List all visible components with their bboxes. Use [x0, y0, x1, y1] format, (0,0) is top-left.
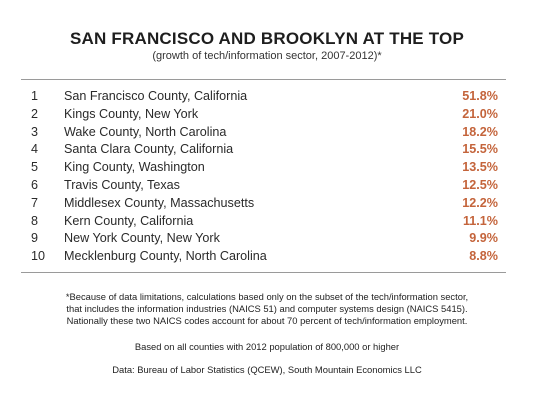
source-note: Data: Bureau of Labor Statistics (QCEW),…	[112, 364, 422, 375]
rank-label: 5	[31, 160, 39, 175]
footnote-line: *Because of data limitations, calculatio…	[65, 291, 469, 302]
county-label: Travis County, Texas	[64, 177, 180, 192]
rank-label: 9	[31, 231, 39, 246]
county-label: King County, Washington	[64, 160, 205, 175]
growth-value: 12.5%	[462, 177, 498, 192]
footnote-line: that includes the information industries…	[66, 303, 468, 314]
county-label: Mecklenburg County, North Carolina	[64, 249, 267, 264]
table-row: 3 Wake County, North Carolina 18.2%	[0, 124, 534, 142]
growth-value: 9.9%	[469, 231, 498, 246]
county-label: Santa Clara County, California	[64, 142, 234, 157]
growth-value: 51.8%	[462, 89, 498, 103]
growth-value: 12.2%	[462, 195, 498, 210]
table-row: 9 New York County, New York 9.9%	[0, 230, 534, 248]
county-label: San Francisco County, California	[64, 89, 248, 103]
rank-label: 2	[31, 106, 39, 121]
rank-label: 1	[31, 89, 39, 103]
rank-label: 10	[31, 249, 46, 264]
bottom-rule	[21, 272, 506, 273]
table-row: 5 King County, Washington 13.5%	[0, 159, 534, 177]
growth-value: 15.5%	[462, 142, 498, 157]
table-row: 7 Middlesex County, Massachusetts 12.2%	[0, 195, 534, 213]
table-row: 4 Santa Clara County, California 15.5%	[0, 141, 534, 159]
growth-value: 18.2%	[462, 124, 498, 139]
chart-title: SAN FRANCISCO AND BROOKLYN AT THE TOP	[69, 29, 464, 48]
table-row: 1 San Francisco County, California 51.8%	[0, 88, 534, 106]
rank-label: 8	[31, 213, 39, 228]
basis-note: Based on all counties with 2012 populati…	[134, 341, 400, 352]
county-label: Middlesex County, Massachusetts	[64, 195, 255, 210]
growth-value: 13.5%	[462, 160, 498, 175]
rank-label: 4	[31, 142, 39, 157]
growth-value: 11.1%	[462, 213, 498, 228]
footnote: *Because of data limitations, calculatio…	[0, 291, 534, 327]
rank-label: 6	[31, 177, 39, 192]
rank-label: 7	[31, 195, 39, 210]
footnote-line: Nationally these two NAICS codes account…	[66, 315, 468, 326]
county-label: Kern County, California	[64, 213, 194, 228]
table-row: 8 Kern County, California 11.1%	[0, 213, 534, 231]
top-rule	[21, 79, 506, 80]
table-row: 2 Kings County, New York 21.0%	[0, 106, 534, 124]
rank-label: 3	[31, 124, 39, 139]
chart-subtitle: (growth of tech/information sector, 2007…	[152, 50, 382, 62]
ranking-table: 1 San Francisco County, California 51.8% 2 K…	[0, 88, 534, 266]
growth-value: 8.8%	[469, 249, 498, 264]
county-label: Kings County, New York	[64, 106, 199, 121]
table-row: 6 Travis County, Texas 12.5%	[0, 177, 534, 195]
table-row: 10 Mecklenburg County, North Carolina 8.8%	[0, 248, 534, 266]
county-label: New York County, New York	[64, 231, 220, 246]
county-label: Wake County, North Carolina	[64, 124, 227, 139]
growth-value: 21.0%	[462, 106, 498, 121]
